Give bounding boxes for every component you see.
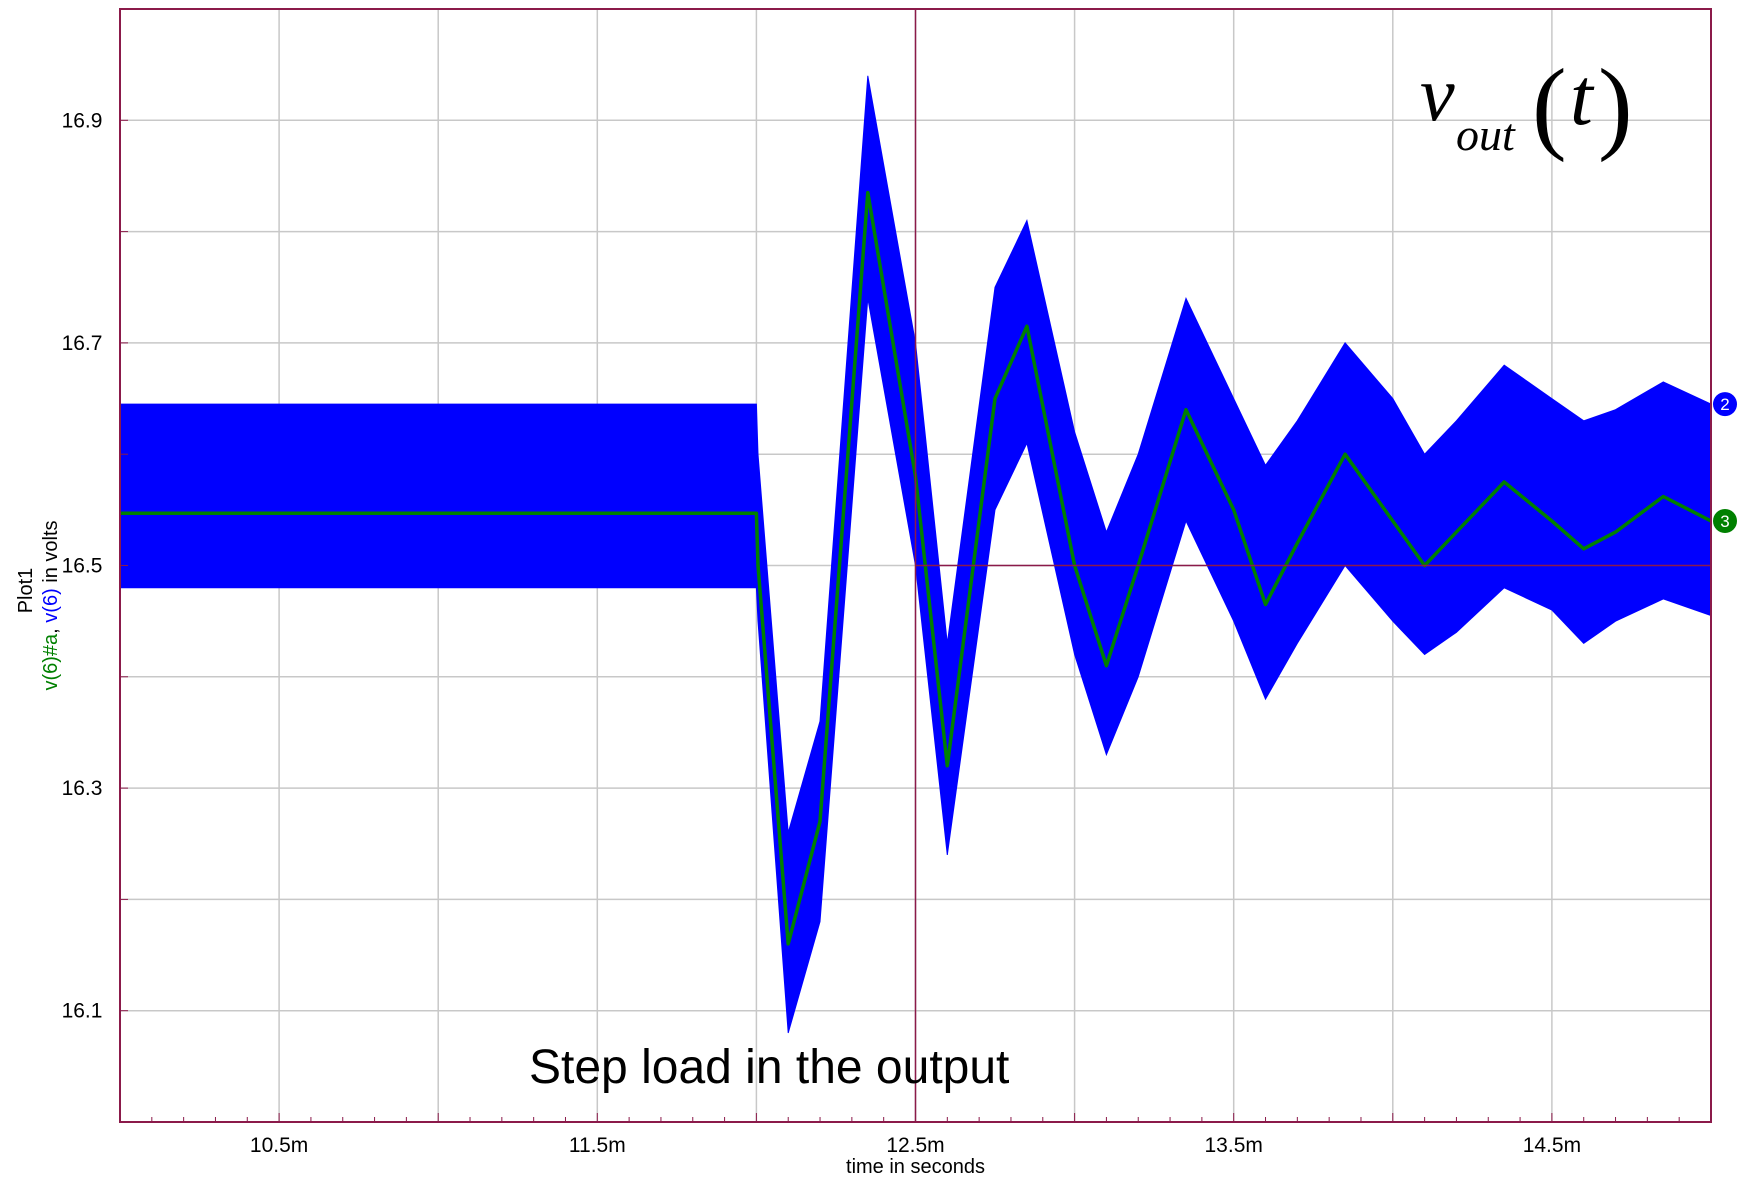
x-tick-label: 11.5m xyxy=(569,1134,626,1157)
x-tick-label: 14.5m xyxy=(1523,1134,1581,1157)
vout-formula: v out ( t ) xyxy=(1420,48,1633,163)
formula-right-paren: ) xyxy=(1598,48,1633,163)
x-tick-label: 13.5m xyxy=(1205,1134,1263,1157)
y-axis-title: v(6)#a, v(6) in volts xyxy=(40,520,62,690)
x-tick-label: 12.5m xyxy=(886,1134,944,1157)
marker-label: 3 xyxy=(1720,512,1729,531)
marker-circle xyxy=(1713,508,1737,533)
x-axis-title: time in seconds xyxy=(846,1156,985,1178)
y-tick-label: 16.7 xyxy=(62,332,103,355)
y-tick-label: 16.1 xyxy=(62,1000,103,1023)
formula-argument: t xyxy=(1570,51,1595,142)
y-tick-label: 16.9 xyxy=(62,109,103,132)
cursor-crosshair[interactable] xyxy=(914,9,1712,1122)
axis-ticks: 10.5m 11.5m 12.5m 13.5m 14.5m 16.1 16.3 16.5 16.… xyxy=(62,8,1712,1157)
formula-left-paren: ( xyxy=(1532,48,1567,163)
series-markers[interactable]: 23 xyxy=(1713,392,1737,533)
y-axis-title-part: in volts xyxy=(40,520,62,588)
y-axis-title-part: v(6) xyxy=(40,588,62,622)
plot-name: Plot1 xyxy=(15,568,37,614)
marker-label: 2 xyxy=(1720,395,1729,414)
y-tick-label: 16.3 xyxy=(62,777,103,800)
y-axis-title-part: v(6)#a xyxy=(40,633,62,691)
y-tick-label: 16.5 xyxy=(62,555,103,578)
series-marker-2[interactable]: 2 xyxy=(1713,392,1737,417)
formula-v: v xyxy=(1420,50,1455,137)
x-tick-label: 10.5m xyxy=(250,1134,308,1157)
formula-subscript: out xyxy=(1456,109,1516,160)
y-axis-title-part: , xyxy=(40,623,62,634)
marker-circle xyxy=(1713,392,1737,417)
series-v6a-line xyxy=(120,190,1712,946)
series-marker-3[interactable]: 3 xyxy=(1713,508,1737,533)
step-load-annotation: Step load in the output xyxy=(529,1041,1009,1094)
